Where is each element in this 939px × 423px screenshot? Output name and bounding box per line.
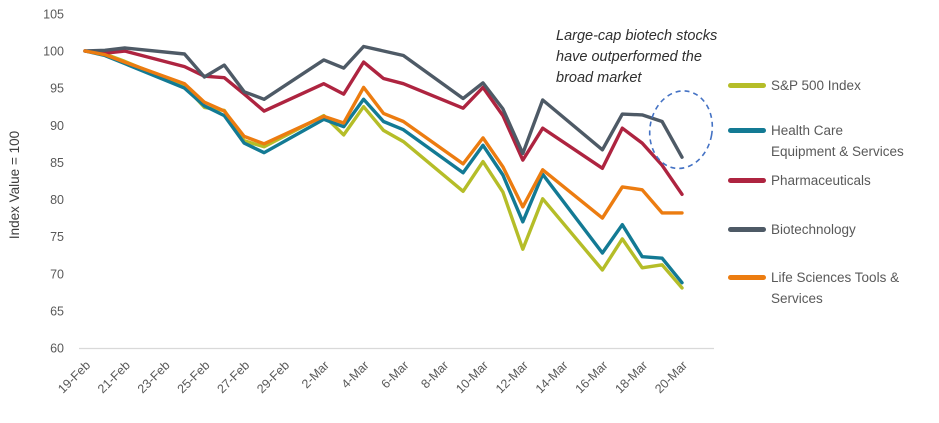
x-tick-label: 20-Mar (652, 358, 690, 396)
series-line-pharmaceuticals (83, 49, 684, 197)
x-tick-label: 16-Mar (573, 358, 611, 396)
annotation-line-3: broad market (556, 70, 642, 86)
legend-label: Health Care Equipment & Services (771, 123, 904, 159)
legend-item-biotechnology: Biotechnology (728, 219, 939, 240)
x-tick-label: 2-Mar (299, 358, 332, 391)
y-tick-label: 100 (43, 45, 64, 59)
x-tick-label: 8-Mar (418, 358, 451, 391)
y-tick-label: 60 (50, 342, 64, 356)
series-line-biotechnology (83, 44, 684, 159)
x-tick-label: 25-Feb (175, 358, 213, 396)
x-tick-label: 27-Feb (214, 358, 252, 396)
legend-label: Pharmaceuticals (771, 173, 871, 188)
x-tick-label: 6-Mar (379, 358, 412, 391)
annotation-line-1: Large-cap biotech stocks (556, 28, 718, 44)
legend-swatch (728, 275, 766, 280)
legend-label: S&P 500 Index (771, 78, 861, 93)
series-line-health-care-equipment-services (83, 49, 684, 285)
legend-swatch (728, 128, 766, 133)
legend-item-life-sciences-tools-services: Life Sciences Tools & Services (728, 267, 939, 309)
x-tick-label: 23-Feb (135, 358, 173, 396)
chart-annotation: Large-cap biotech stocks have outperform… (556, 26, 756, 89)
x-tick-label: 19-Feb (55, 358, 93, 396)
legend-label: Life Sciences Tools & Services (771, 270, 900, 306)
y-tick-label: 70 (50, 267, 64, 281)
x-tick-label: 12-Mar (493, 358, 531, 396)
y-tick-label: 90 (50, 119, 64, 133)
legend-item-pharmaceuticals: Pharmaceuticals (728, 170, 939, 191)
legend-label: Biotechnology (771, 222, 856, 237)
y-tick-label: 85 (50, 156, 64, 170)
series-line-life-sciences-tools-services (83, 49, 684, 220)
x-tick-label: 21-Feb (95, 358, 133, 396)
legend-swatch (728, 83, 766, 88)
x-tick-label: 10-Mar (453, 358, 491, 396)
legend-item-s-p-500-index: S&P 500 Index (728, 75, 939, 96)
y-tick-label: 105 (43, 7, 64, 21)
x-tick-label: 29-Feb (254, 358, 292, 396)
y-tick-label: 75 (50, 230, 64, 244)
legend-item-health-care-equipment-services: Health Care Equipment & Services (728, 120, 939, 162)
y-tick-label: 80 (50, 193, 64, 207)
legend-swatch (728, 227, 766, 232)
highlight-ellipse (648, 90, 714, 170)
x-tick-label: 4-Mar (339, 358, 372, 391)
annotation-line-2: have outperformed the (556, 49, 702, 65)
x-tick-label: 18-Mar (612, 358, 650, 396)
y-tick-label: 65 (50, 304, 64, 318)
x-tick-label: 14-Mar (533, 358, 571, 396)
y-axis-title: Index Value = 100 (6, 130, 22, 240)
legend-swatch (728, 178, 766, 183)
y-tick-label: 95 (50, 82, 64, 96)
